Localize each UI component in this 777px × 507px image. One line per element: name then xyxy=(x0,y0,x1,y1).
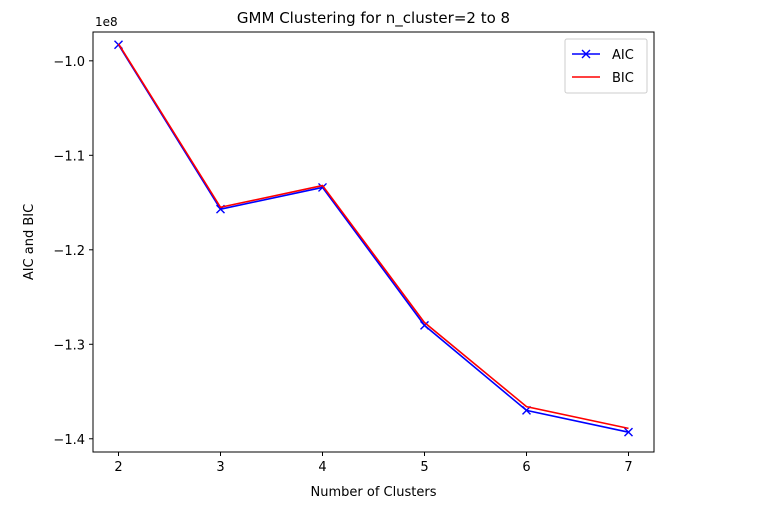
y-tick-label: −1.1 xyxy=(53,149,85,164)
x-tick-label: 5 xyxy=(420,460,428,475)
series-line-bic xyxy=(117,43,629,430)
plot-frame xyxy=(92,31,655,453)
x-tick-label: 3 xyxy=(216,460,224,475)
y-tick-label: −1.2 xyxy=(53,244,85,259)
x-tick-label: 7 xyxy=(624,460,632,475)
x-tick-label: 4 xyxy=(318,460,326,475)
y-offset-label: 1e8 xyxy=(95,15,118,29)
data-point-aic xyxy=(420,320,429,330)
legend-aic-marker xyxy=(581,49,591,59)
series-layer xyxy=(114,40,633,437)
legend-bic-label: BIC xyxy=(612,71,634,86)
y-axis: −1.4 −1.3 −1.2 −1.1 −1.0 xyxy=(53,55,93,448)
legend-aic-label: AIC xyxy=(612,48,634,63)
data-point-aic xyxy=(624,427,633,437)
x-tick-label: 6 xyxy=(522,460,530,475)
y-tick-label: −1.4 xyxy=(53,433,85,448)
y-axis-label: AIC and BIC xyxy=(22,204,37,280)
y-tick-label: −1.0 xyxy=(53,55,85,70)
x-axis: 2 3 4 5 6 7 xyxy=(114,452,633,475)
y-tick-label: −1.3 xyxy=(53,338,85,353)
legend: AIC BIC xyxy=(564,38,648,94)
x-axis-label: Number of Clusters xyxy=(311,485,437,500)
series-line-aic xyxy=(117,44,629,433)
legend-box xyxy=(564,38,648,94)
x-tick-label: 2 xyxy=(114,460,122,475)
chart-title: GMM Clustering for n_cluster=2 to 8 xyxy=(237,9,510,28)
